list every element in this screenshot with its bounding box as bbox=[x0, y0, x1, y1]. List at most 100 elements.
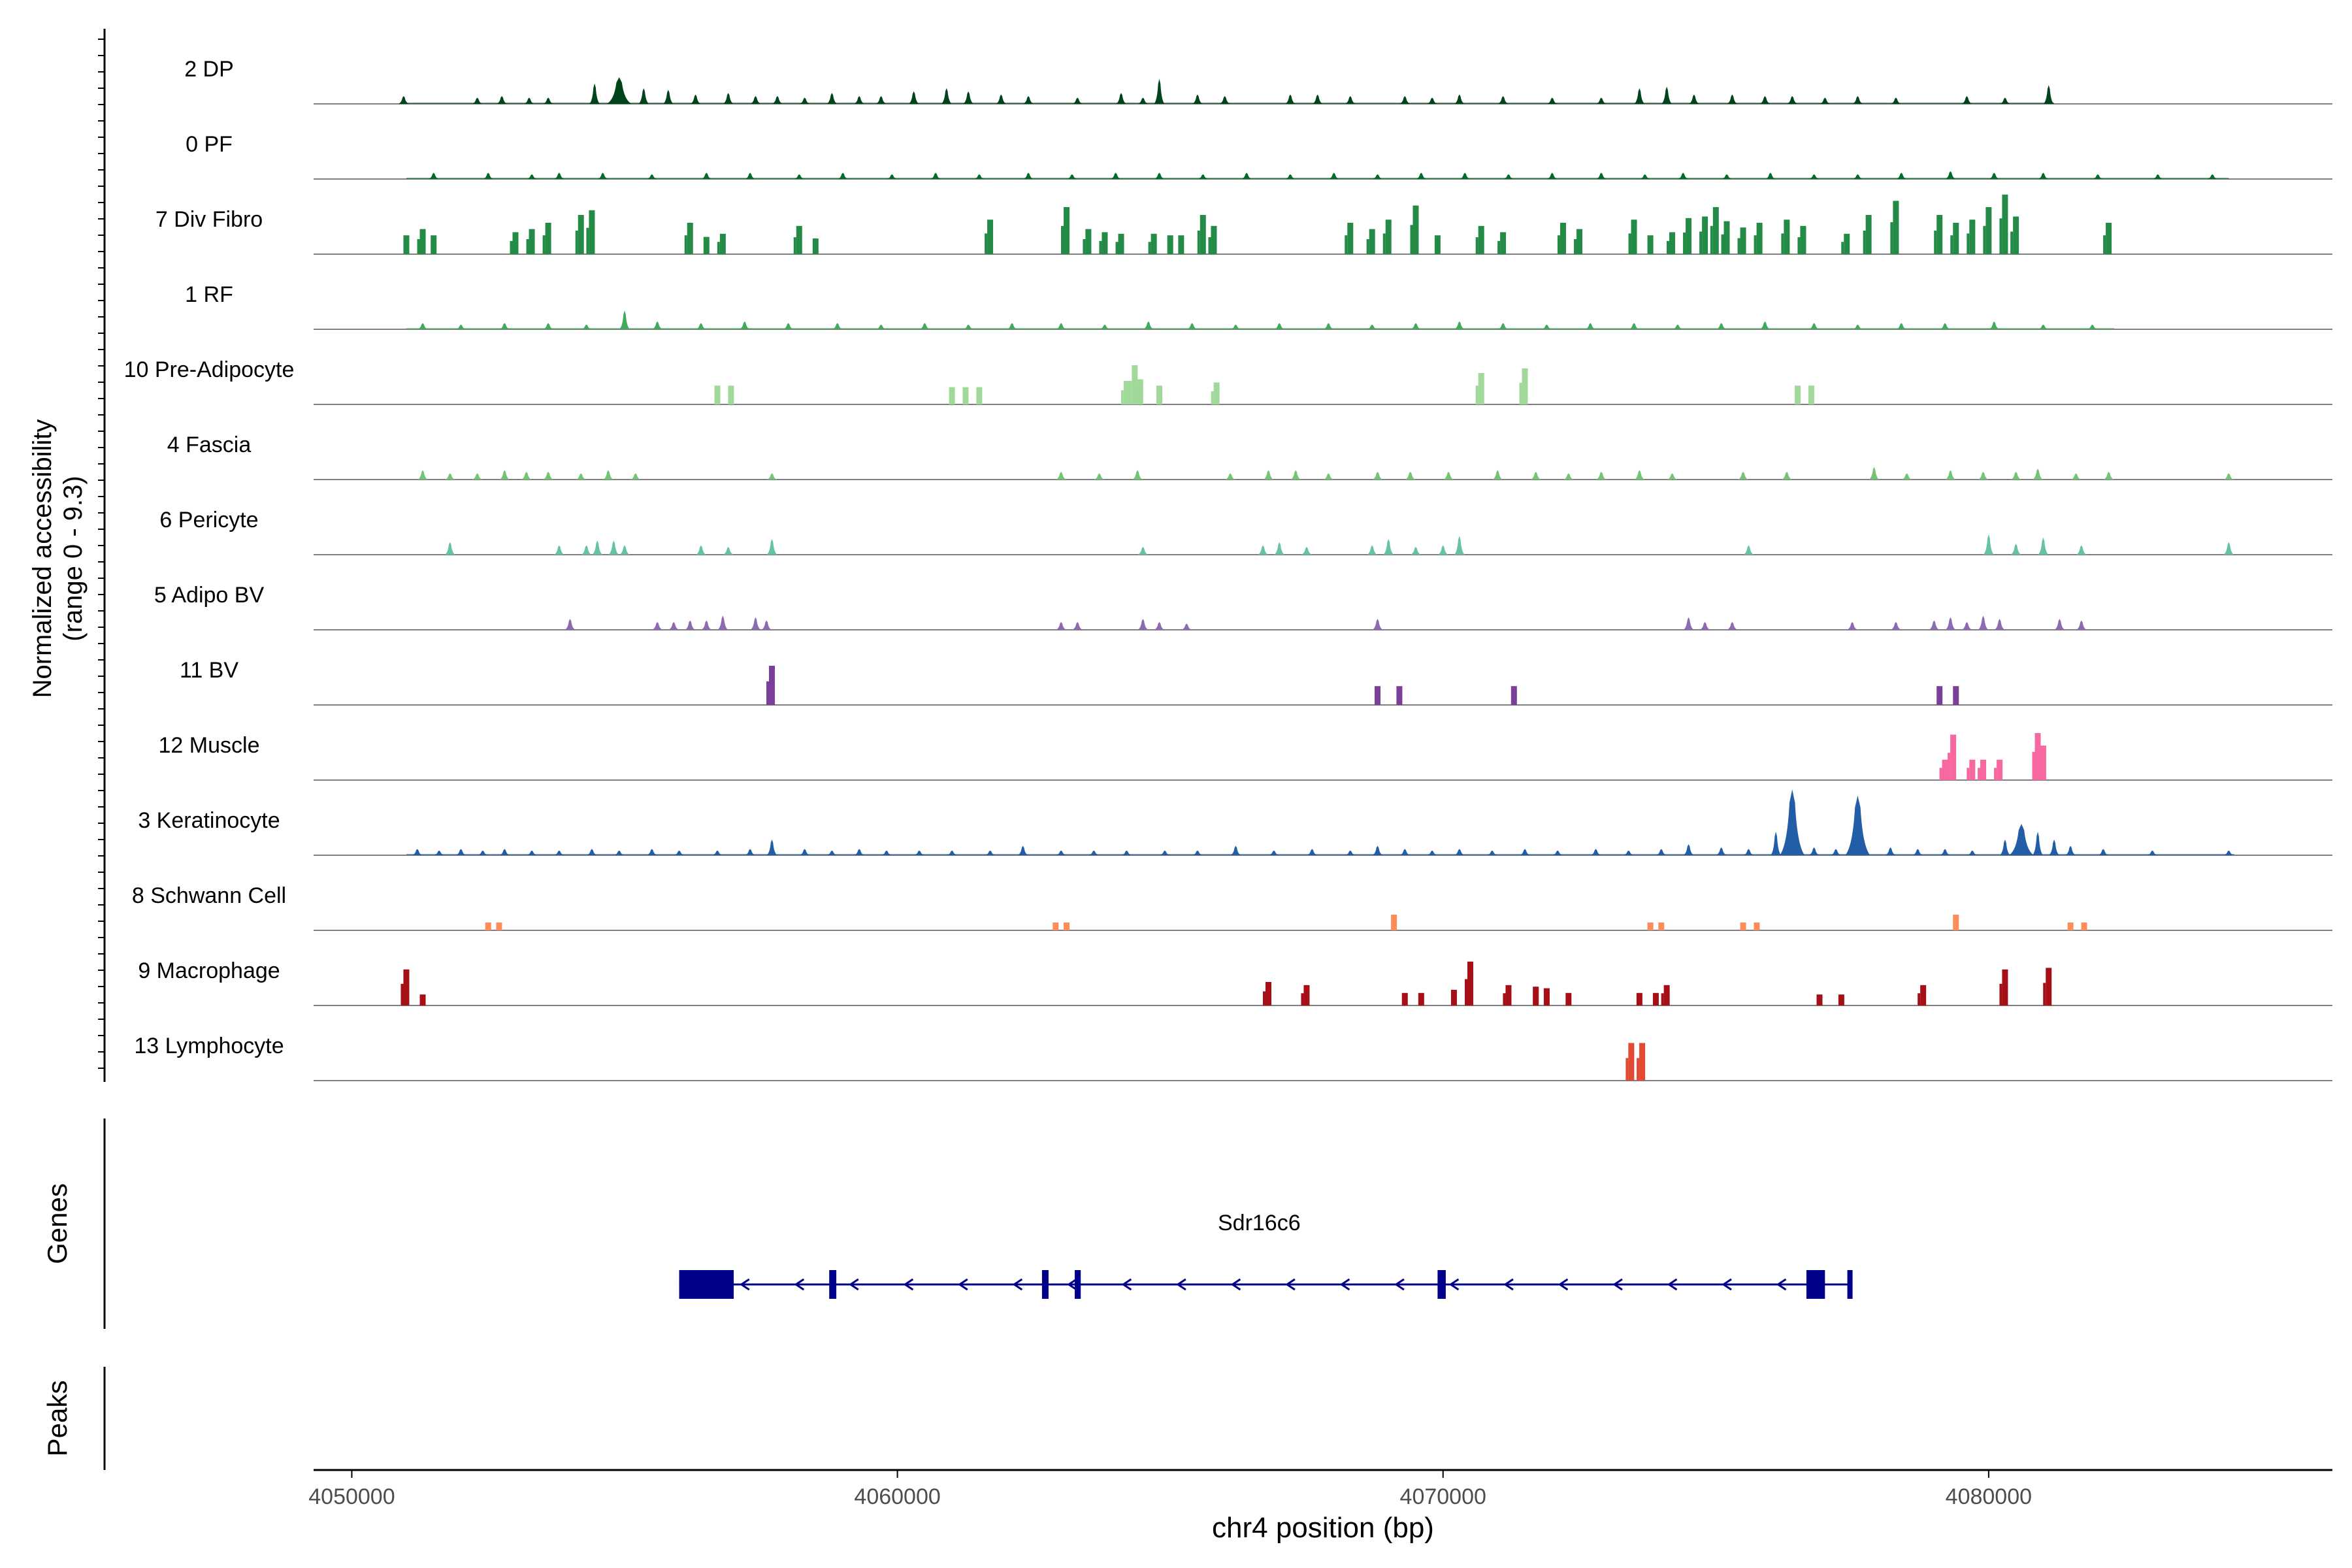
coverage-peak bbox=[1396, 686, 1403, 705]
coverage-peak bbox=[1263, 470, 1274, 480]
coverage-peak bbox=[521, 472, 532, 480]
coverage-peak-shoulder bbox=[1628, 233, 1631, 254]
coverage-peak bbox=[428, 172, 439, 179]
coverage-peak bbox=[2034, 733, 2041, 780]
coverage-peak bbox=[1978, 615, 1989, 630]
coverage-peak bbox=[1595, 97, 1607, 104]
coverage-peak bbox=[1375, 686, 1381, 705]
coverage-peak-shoulder bbox=[1797, 237, 1801, 254]
coverage-peak bbox=[1552, 850, 1563, 855]
coverage-peak bbox=[1953, 686, 1959, 705]
coverage-peak-shoulder bbox=[1519, 382, 1522, 404]
coverage-peak bbox=[674, 850, 685, 855]
coverage-peak bbox=[838, 172, 849, 179]
coverage-peak bbox=[996, 94, 1007, 104]
coverage-peak bbox=[1372, 845, 1383, 855]
coverage-peak bbox=[1623, 850, 1634, 855]
coverage-peak bbox=[1945, 171, 1956, 179]
track-14: 13 Lymphocyte bbox=[134, 1034, 2332, 1081]
coverage-peak bbox=[1056, 472, 1067, 480]
coverage-peak bbox=[1132, 470, 1143, 480]
coverage-peak-shoulder bbox=[1950, 235, 1953, 254]
coverage-peak-shoulder bbox=[1721, 234, 1724, 254]
y-axis-range-label: (range 0 - 9.3) bbox=[59, 476, 88, 641]
coverage-peak bbox=[652, 622, 663, 630]
coverage-peak bbox=[1738, 472, 1749, 480]
coverage-peak bbox=[1936, 215, 1943, 254]
coverage-peak bbox=[1901, 473, 1912, 480]
coverage-peak bbox=[1756, 223, 1763, 254]
coverage-peak bbox=[2103, 472, 2114, 480]
coverage-peak bbox=[543, 97, 554, 104]
track-3: 7 Div Fibro bbox=[155, 194, 2332, 255]
track-9: 11 BV bbox=[180, 658, 2332, 706]
coverage-peak-shoulder bbox=[1999, 983, 2002, 1005]
coverage-peak-shoulder bbox=[1120, 390, 1124, 404]
coverage-peak bbox=[1328, 172, 1339, 179]
coverage-peak bbox=[703, 237, 710, 254]
coverage-peak bbox=[1940, 849, 1951, 855]
coverage-peak bbox=[1454, 321, 1465, 329]
coverage-peak bbox=[1522, 368, 1528, 404]
gene-exon bbox=[1041, 1270, 1049, 1299]
coverage-peak bbox=[761, 620, 772, 630]
coverage-peak-shoulder bbox=[1574, 238, 1577, 254]
strand-arrow-icon bbox=[1121, 1278, 1132, 1291]
coverage-peak bbox=[1405, 472, 1416, 480]
coverage-peak bbox=[930, 172, 941, 179]
coverage-peak bbox=[431, 235, 437, 254]
coverage-peak bbox=[1999, 840, 2010, 855]
coverage-peak bbox=[1367, 545, 1378, 555]
coverage-peak-shoulder bbox=[1625, 1058, 1629, 1081]
coverage-peak bbox=[1200, 215, 1206, 254]
coverage-peak bbox=[1369, 229, 1375, 254]
coverage-peak bbox=[1844, 233, 1850, 254]
coverage-peak bbox=[630, 473, 641, 480]
coverage-peak bbox=[499, 849, 510, 855]
coverage-peak bbox=[1865, 215, 1872, 254]
gene-exon bbox=[829, 1270, 837, 1299]
coverage-peak bbox=[1712, 207, 1719, 254]
coverage-peak bbox=[1628, 1043, 1635, 1081]
x-axis-label: chr4 position (bp) bbox=[1212, 1512, 1434, 1544]
coverage-peak bbox=[1143, 321, 1154, 329]
coverage-peak bbox=[1410, 323, 1421, 329]
coverage-peak bbox=[1702, 216, 1708, 254]
coverage-peak bbox=[2081, 923, 2087, 930]
track-label: 8 Schwann Cell bbox=[132, 883, 286, 908]
coverage-peak bbox=[417, 323, 429, 329]
coverage-peak bbox=[1800, 225, 1806, 254]
coverage-peak bbox=[1820, 97, 1831, 104]
coverage-peak bbox=[963, 91, 974, 104]
gene-exon bbox=[1075, 1270, 1081, 1299]
coverage-peak bbox=[2043, 85, 2054, 104]
coverage-peak bbox=[701, 620, 712, 630]
coverage-peak bbox=[1716, 323, 1727, 329]
coverage-peak bbox=[578, 215, 584, 254]
coverage-peak bbox=[1427, 850, 1438, 855]
coverage-peak bbox=[750, 617, 761, 630]
coverage-peak-shoulder bbox=[1637, 1058, 1640, 1081]
coverage-peak bbox=[1808, 847, 1820, 855]
coverage-peak-shoulder bbox=[1503, 993, 1506, 1005]
coverage-peak-shoulder bbox=[1754, 235, 1757, 254]
coverage-peak bbox=[949, 387, 955, 404]
coverage-peak bbox=[1186, 323, 1198, 329]
coverage-peak bbox=[2070, 473, 2082, 480]
coverage-peak bbox=[2049, 840, 2060, 855]
coverage-peak bbox=[1154, 622, 1165, 630]
coverage-peak bbox=[1808, 385, 1814, 404]
coverage-peak bbox=[576, 473, 587, 480]
y-axis-label: Normalized accessibility bbox=[28, 419, 57, 698]
coverage-peak bbox=[1647, 923, 1654, 930]
coverage-peak-shoulder bbox=[1948, 753, 1951, 780]
coverage-peak bbox=[1942, 759, 1948, 780]
coverage-peak bbox=[2098, 849, 2109, 855]
track-label: 13 Lymphocyte bbox=[134, 1034, 284, 1058]
coverage-peak bbox=[1137, 619, 1149, 630]
track-label: 10 Pre-Adipocyte bbox=[124, 357, 295, 382]
coverage-peak bbox=[2038, 324, 2049, 329]
coverage-peak-shoulder bbox=[985, 233, 988, 254]
coverage-peak bbox=[619, 545, 630, 555]
coverage-peak bbox=[553, 545, 564, 555]
